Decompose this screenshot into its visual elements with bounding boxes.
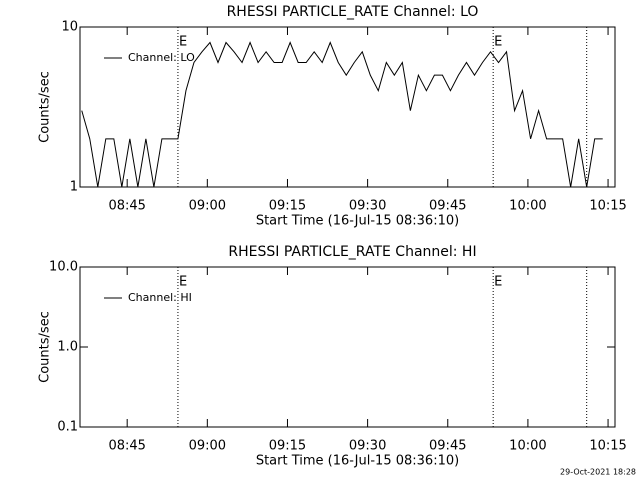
data-line	[81, 41, 603, 188]
y-tick-label: 1.0	[57, 340, 78, 355]
x-tick-label: 09:30	[349, 199, 386, 214]
x-tick-label: 10:00	[509, 199, 546, 214]
x-tick-label: 08:45	[108, 439, 145, 454]
x-tick-label: 10:15	[589, 439, 626, 454]
y-axis-label: Counts/sec	[38, 311, 53, 383]
event-label: E	[179, 35, 187, 50]
x-axis-label: Start Time (16-Jul-15 08:36:10)	[256, 214, 459, 229]
x-tick-label: 09:00	[189, 439, 226, 454]
x-axis-label: Start Time (16-Jul-15 08:36:10)	[256, 454, 459, 469]
chart-title: RHESSI PARTICLE_RATE Channel: HI	[228, 244, 476, 260]
x-tick-label: 09:30	[349, 439, 386, 454]
plot-frame	[79, 26, 616, 188]
y-tick-label: 0.1	[57, 420, 78, 435]
x-tick-label: 09:00	[189, 199, 226, 214]
x-tick-label: 10:15	[589, 199, 626, 214]
event-label: E	[494, 275, 502, 290]
footer: 29-Oct-2021 18:28	[560, 468, 636, 477]
x-tick-label: 09:45	[429, 199, 466, 214]
x-tick-label: 09:15	[269, 439, 306, 454]
x-tick-label: 08:45	[108, 199, 145, 214]
y-axis-label: Counts/sec	[38, 71, 53, 143]
legend-label: Channel: LO	[128, 51, 195, 64]
event-label: E	[179, 275, 187, 290]
chart-title: RHESSI PARTICLE_RATE Channel: LO	[227, 4, 479, 20]
legend-label: Channel: HI	[128, 291, 192, 304]
y-tick-label: 1	[70, 180, 78, 195]
event-label: E	[494, 35, 502, 50]
x-tick-label: 09:45	[429, 439, 466, 454]
y-tick-label: 10.0	[49, 260, 78, 275]
x-tick-label: 10:00	[509, 439, 546, 454]
y-tick-label: 10	[61, 20, 78, 35]
x-tick-label: 09:15	[269, 199, 306, 214]
